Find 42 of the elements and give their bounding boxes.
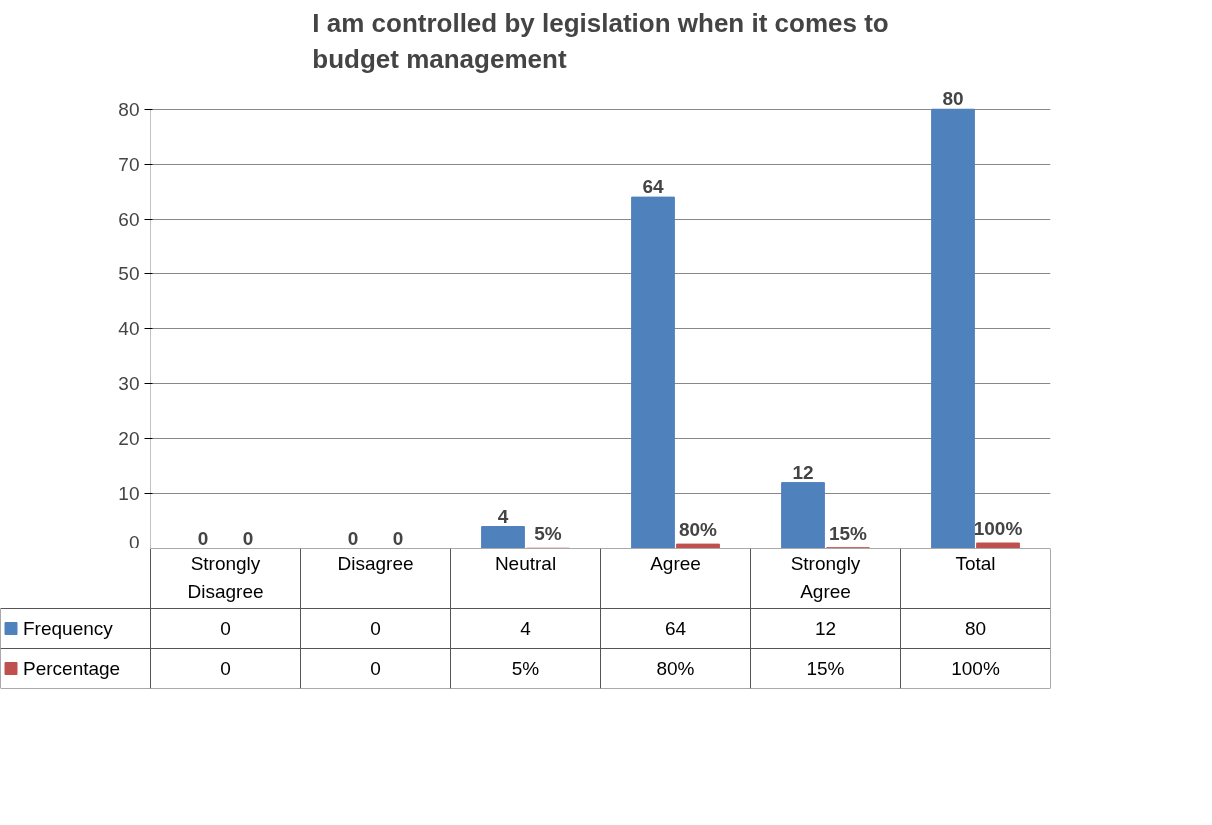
text: 0 <box>347 527 359 549</box>
y-tick-label: 40 <box>118 318 140 340</box>
y-tick-label: 0 <box>128 531 140 553</box>
y-tick-label: 50 <box>118 263 140 285</box>
data-label: 5% <box>511 658 540 679</box>
data-label: 15% <box>806 658 845 679</box>
data-label: 0 <box>220 618 231 639</box>
y-tick-label: 30 <box>118 373 140 395</box>
text: 12 <box>792 461 814 483</box>
data-label: 4 <box>520 618 532 639</box>
data-label: 80% <box>656 658 695 679</box>
x-tick-label: Agree <box>650 553 701 575</box>
text: 80% <box>678 519 718 541</box>
text: 64 <box>642 176 664 198</box>
y-tick-label: 70 <box>118 153 140 175</box>
x-tick-label: Strongly Disagree <box>187 553 264 602</box>
y-tick-label: 10 <box>118 483 140 505</box>
x-tick-label: Strongly Agree <box>790 553 861 602</box>
text: 15% <box>828 522 868 544</box>
data-label: 0 <box>220 658 231 679</box>
text: 100% <box>973 518 1023 540</box>
chart-title: I am controlled by legislation when it comes to budget management <box>312 7 889 74</box>
text: 0 <box>242 527 254 549</box>
data-label: 0 <box>370 618 381 639</box>
x-tick-label: Total <box>955 553 996 575</box>
x-tick-label: Disagree <box>337 553 414 575</box>
legend-label: Percentage <box>23 658 121 679</box>
data-label: 64 <box>664 618 687 639</box>
y-tick-label: 20 <box>118 428 140 450</box>
data-label: 12 <box>814 618 837 639</box>
text: 0 <box>392 527 404 549</box>
y-tick-label: 60 <box>118 208 140 230</box>
data-label: 0 <box>370 658 381 679</box>
text: 5% <box>534 523 562 545</box>
data-label: 80 <box>964 618 987 639</box>
text: 4 <box>497 505 509 527</box>
legend-label: Frequency <box>23 618 114 639</box>
x-tick-label: Neutral <box>494 553 557 575</box>
text: 0 <box>197 527 209 549</box>
data-label: 100% <box>951 658 1000 679</box>
y-tick-label: 80 <box>118 98 140 120</box>
text: 80 <box>942 88 964 110</box>
